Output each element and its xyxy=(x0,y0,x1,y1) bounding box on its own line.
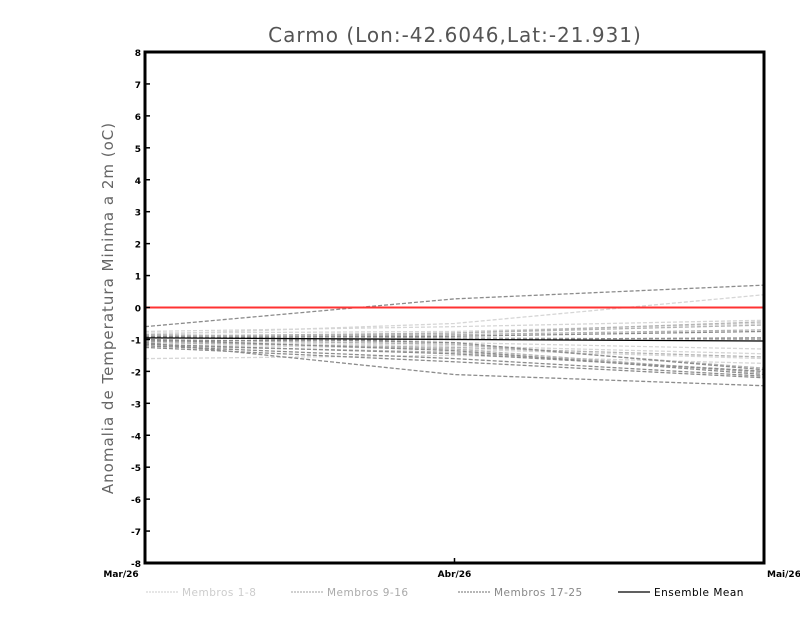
member-line-group3-9 xyxy=(144,346,765,379)
member-line-group3-2 xyxy=(144,341,765,387)
legend-label-3: Membros 17-25 xyxy=(494,587,583,599)
member-line-group1-7 xyxy=(144,319,765,333)
member-line-group1-1 xyxy=(144,354,765,365)
x-tick-label: Mai/26 xyxy=(767,570,800,580)
x-ticks: Mar/26 Abr/26 Mai/26 xyxy=(103,558,800,580)
y-tick-label: 7 xyxy=(135,81,141,91)
y-tick-label: 2 xyxy=(135,241,141,251)
member-line-group1-3 xyxy=(144,322,765,334)
y-tick-label: -8 xyxy=(131,560,141,570)
y-axis-label: Anomalia de Temperatura Minima a 2m (oC) xyxy=(99,122,117,494)
y-tick-label: -5 xyxy=(131,464,141,474)
member-line-group3-3 xyxy=(144,345,765,377)
ensemble-mean-polyline xyxy=(144,337,765,342)
y-tick-label: -7 xyxy=(131,528,141,538)
member-line-group3-7 xyxy=(144,343,765,373)
y-tick-label: 5 xyxy=(135,145,141,155)
y-tick-label: -3 xyxy=(131,400,141,410)
y-tick-label: 3 xyxy=(135,209,141,219)
y-tick-label: 1 xyxy=(135,273,141,283)
y-tick-label: 8 xyxy=(135,49,141,59)
member-line-group3-4 xyxy=(144,338,765,376)
y-tick-label: -1 xyxy=(131,336,141,346)
member-line-group3-8 xyxy=(144,330,765,339)
legend-label-1: Membros 1-8 xyxy=(182,587,256,599)
y-tick-label: 4 xyxy=(135,177,141,187)
legend: Membros 1-8 Membros 9-16 Membros 17-25 Ense… xyxy=(146,587,744,599)
x-tick-label: Abr/26 xyxy=(438,570,472,580)
y-tick-label: -2 xyxy=(131,368,141,378)
chart-title: Carmo (Lon:-42.6046,Lat:-21.931) xyxy=(268,23,642,47)
member-lines xyxy=(144,284,765,387)
member-line-group3-1 xyxy=(144,284,765,328)
y-ticks: -8 -7 -6 -5 -4 -3 -2 -1 0 1 2 3 4 5 6 7 8 xyxy=(131,49,150,570)
member-line-group1-2 xyxy=(144,294,765,336)
x-tick-label: Mar/26 xyxy=(103,570,138,580)
y-tick-label: 6 xyxy=(135,113,141,123)
y-tick-label: 0 xyxy=(135,305,141,315)
y-tick-label: -6 xyxy=(131,496,141,506)
member-line-group2-8 xyxy=(144,324,765,339)
y-tick-label: -4 xyxy=(131,432,141,442)
ensemble-mean-line xyxy=(144,337,765,342)
legend-label-4: Ensemble Mean xyxy=(654,587,744,599)
legend-label-2: Membros 9-16 xyxy=(327,587,409,599)
